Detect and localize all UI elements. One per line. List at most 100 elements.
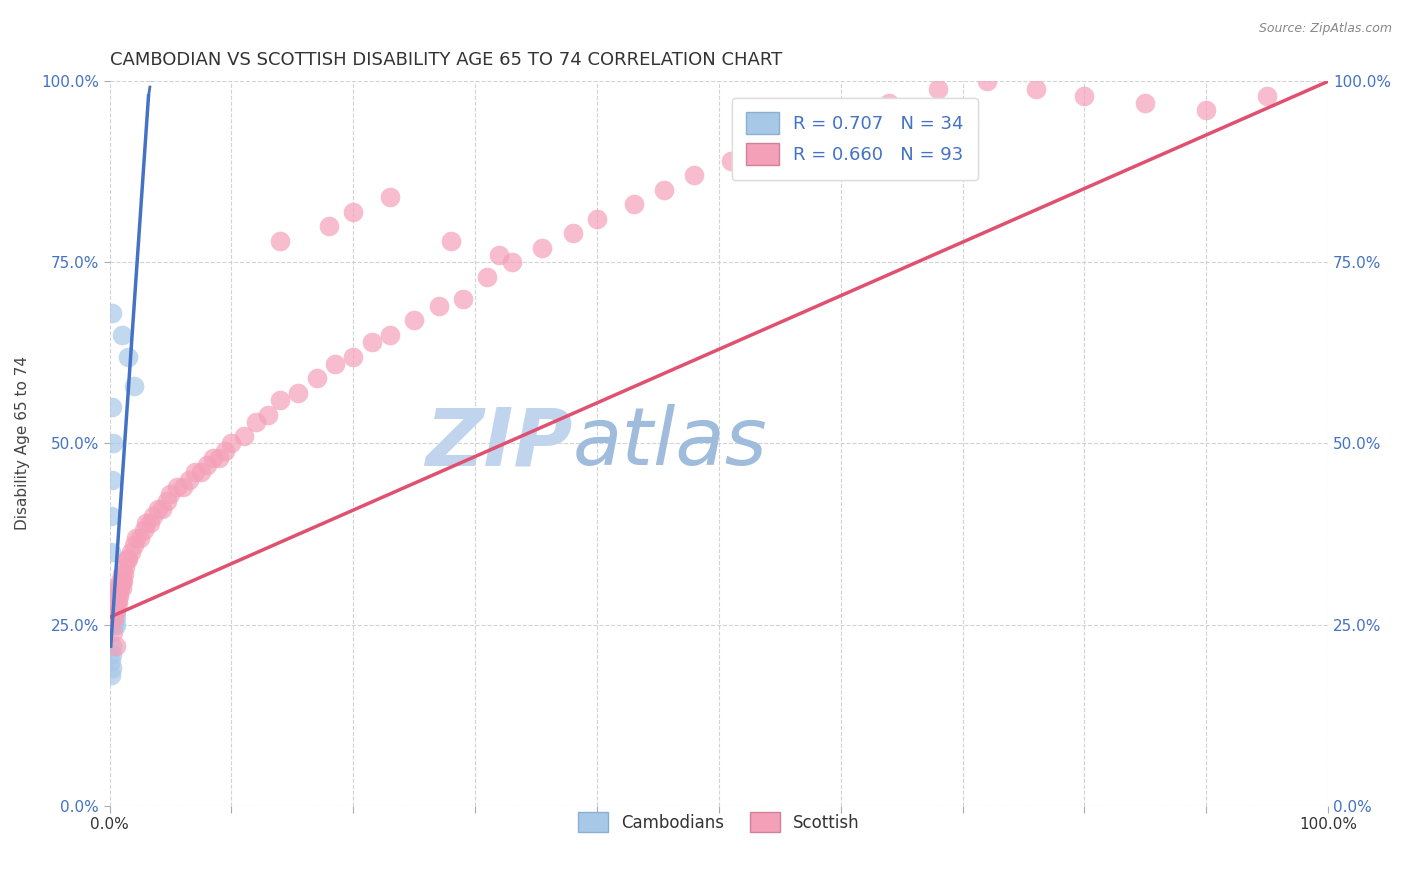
Point <box>100 603 122 617</box>
Point <box>101 617 124 632</box>
Point <box>342 350 364 364</box>
Point <box>100 610 122 624</box>
Point <box>100 596 122 610</box>
Point <box>135 516 157 530</box>
Point <box>103 436 125 450</box>
Point <box>683 169 706 183</box>
Point <box>139 516 162 530</box>
Point <box>107 596 129 610</box>
Point <box>101 640 124 654</box>
Point <box>586 211 609 226</box>
Point <box>245 415 267 429</box>
Point <box>269 234 291 248</box>
Point <box>287 385 309 400</box>
Point <box>269 392 291 407</box>
Point <box>976 74 998 88</box>
Point <box>488 248 510 262</box>
Point <box>122 378 145 392</box>
Point <box>101 661 124 675</box>
Point <box>378 190 401 204</box>
Point <box>318 219 340 234</box>
Point <box>531 241 554 255</box>
Point <box>108 582 131 596</box>
Point <box>111 327 134 342</box>
Point <box>440 234 463 248</box>
Point <box>101 603 124 617</box>
Point <box>104 603 127 617</box>
Point <box>202 450 225 465</box>
Point <box>103 617 125 632</box>
Point <box>184 466 207 480</box>
Point <box>111 582 134 596</box>
Point <box>103 603 125 617</box>
Point <box>1256 88 1278 103</box>
Point <box>623 197 645 211</box>
Point <box>103 603 125 617</box>
Point <box>122 538 145 552</box>
Point <box>103 603 125 617</box>
Point <box>104 596 127 610</box>
Point <box>101 401 124 415</box>
Point <box>195 458 218 473</box>
Point <box>720 154 742 169</box>
Point <box>103 603 125 617</box>
Point <box>103 596 125 610</box>
Point <box>793 125 815 139</box>
Point <box>104 596 127 610</box>
Point <box>103 617 125 632</box>
Point <box>100 545 122 559</box>
Point <box>111 574 134 588</box>
Point <box>129 531 152 545</box>
Point <box>177 473 200 487</box>
Point <box>1073 88 1095 103</box>
Point <box>104 640 127 654</box>
Point <box>101 473 124 487</box>
Point <box>148 501 170 516</box>
Point <box>1135 96 1157 111</box>
Point <box>166 480 188 494</box>
Point <box>114 559 136 574</box>
Point <box>117 350 139 364</box>
Point <box>104 589 127 603</box>
Point <box>101 596 124 610</box>
Point <box>108 589 131 603</box>
Point <box>305 371 328 385</box>
Point <box>214 443 236 458</box>
Point <box>101 647 124 661</box>
Point <box>103 589 125 603</box>
Point <box>756 139 779 153</box>
Point <box>125 531 148 545</box>
Point <box>427 299 450 313</box>
Point <box>150 501 173 516</box>
Point <box>104 610 127 624</box>
Point <box>101 596 124 610</box>
Point <box>879 96 901 111</box>
Point <box>100 654 122 668</box>
Point <box>1025 81 1047 95</box>
Point <box>103 610 125 624</box>
Point <box>159 487 181 501</box>
Point <box>101 610 124 624</box>
Point <box>404 313 426 327</box>
Text: ZIP: ZIP <box>425 404 572 483</box>
Point <box>342 204 364 219</box>
Point <box>156 494 179 508</box>
Point <box>221 436 243 450</box>
Point <box>112 566 135 581</box>
Point <box>111 566 134 581</box>
Point <box>103 596 125 610</box>
Y-axis label: Disability Age 65 to 74: Disability Age 65 to 74 <box>15 357 30 531</box>
Point <box>232 429 254 443</box>
Point <box>121 545 143 559</box>
Text: Source: ZipAtlas.com: Source: ZipAtlas.com <box>1258 22 1392 36</box>
Point <box>111 574 134 588</box>
Point <box>107 589 129 603</box>
Point <box>103 610 125 624</box>
Point <box>110 574 132 588</box>
Point <box>103 596 125 610</box>
Point <box>830 111 852 125</box>
Point <box>477 269 499 284</box>
Point <box>142 508 165 523</box>
Point <box>561 227 583 241</box>
Point <box>208 450 231 465</box>
